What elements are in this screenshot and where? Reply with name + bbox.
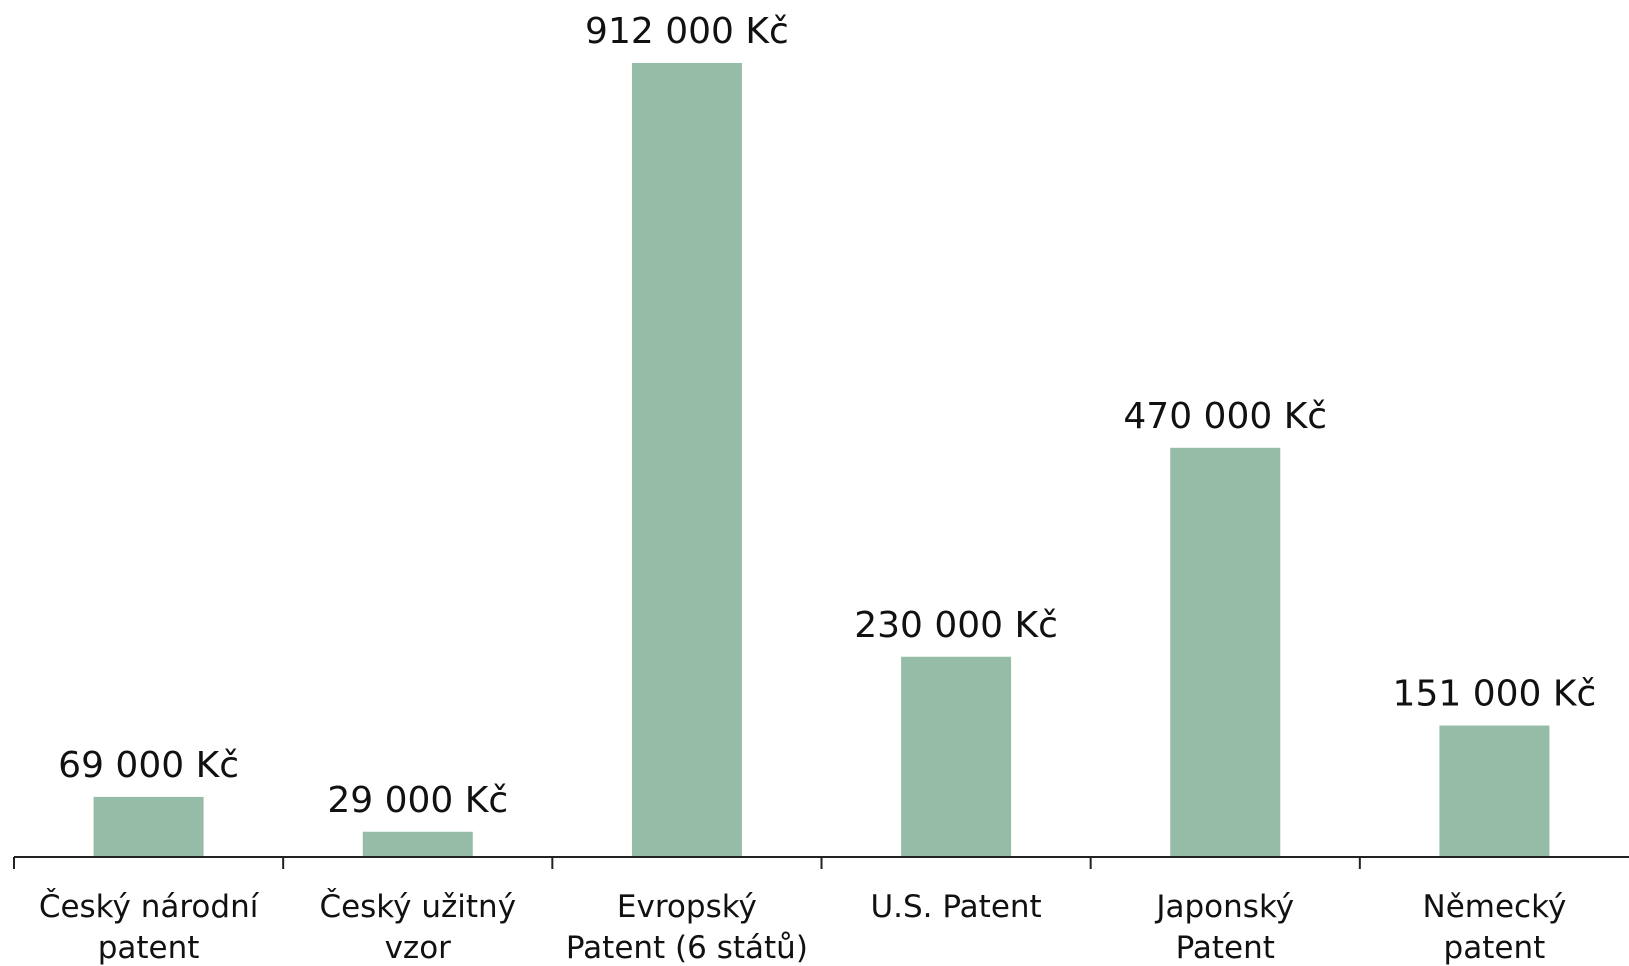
category-label-line: Český užitný	[319, 888, 516, 925]
bar	[1170, 447, 1281, 857]
category-label-line: patent	[98, 930, 200, 966]
category-label-line: Patent	[1176, 930, 1275, 966]
bar	[901, 656, 1012, 857]
bar-value-label: 29 000 Kč	[327, 780, 508, 821]
category-label: U.S. Patent	[870, 889, 1041, 925]
bar-value-label: 230 000 Kč	[854, 605, 1058, 646]
bar	[93, 796, 204, 857]
category-label-line: patent	[1444, 930, 1546, 966]
bar	[1439, 725, 1550, 857]
x-axis-ticks	[13, 857, 1361, 869]
category-label: Japonský Patent	[1154, 889, 1294, 966]
bars-layer	[93, 63, 1550, 857]
bar-value-label: 151 000 Kč	[1393, 674, 1597, 715]
category-label-line: U.S. Patent	[870, 889, 1041, 925]
bar-value-label: 69 000 Kč	[58, 745, 239, 786]
category-label-line: Patent (6 států)	[566, 930, 808, 966]
bar	[362, 831, 473, 857]
bar-value-label: 470 000 Kč	[1123, 396, 1327, 437]
category-label: Český užitný vzor	[319, 888, 516, 966]
category-label: Německý patent	[1423, 889, 1567, 966]
bar	[631, 63, 742, 857]
category-label-line: Evropský	[617, 889, 757, 925]
category-label-line: Japonský	[1154, 889, 1294, 925]
category-label: Evropský Patent (6 států)	[566, 889, 808, 966]
bar-value-label: 912 000 Kč	[585, 11, 789, 52]
category-label: Český národní patent	[39, 888, 260, 966]
value-labels-layer: 69 000 Kč 29 000 Kč 912 000 Kč 230 000 Kč 47…	[58, 11, 1596, 821]
category-label-line: Český národní	[39, 888, 260, 925]
category-labels-layer: Český národní patent Český užitný vzor Evrop…	[39, 888, 1566, 966]
category-label-line: Německý	[1423, 889, 1567, 925]
category-label-line: vzor	[385, 930, 452, 966]
